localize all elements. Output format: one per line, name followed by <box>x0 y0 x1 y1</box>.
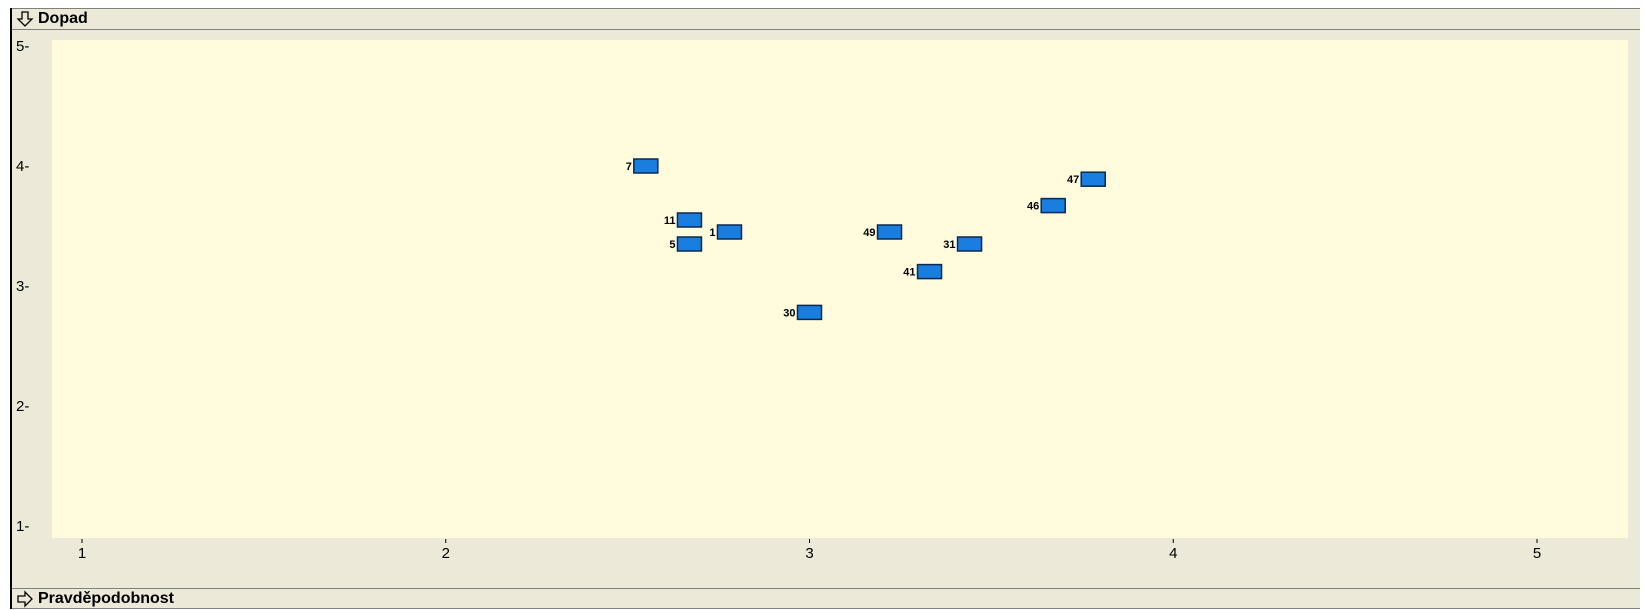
data-point-marker <box>717 225 741 239</box>
y-tick-label: 1- <box>16 518 29 535</box>
x-axis-header[interactable]: Pravděpodobnost <box>12 588 1640 609</box>
data-point-marker <box>634 159 658 173</box>
y-tick-label: 5- <box>16 38 29 55</box>
data-point-label: 47 <box>1067 174 1079 186</box>
data-point-marker <box>677 237 701 251</box>
data-point-label: 30 <box>783 307 795 319</box>
y-tick-label: 2- <box>16 398 29 415</box>
data-point-marker <box>677 213 701 227</box>
x-tick-label: 5 <box>1533 545 1541 562</box>
data-point-label: 7 <box>626 161 632 173</box>
x-tick-label: 3 <box>805 545 813 562</box>
data-point-label: 11 <box>664 215 676 227</box>
data-point-label: 31 <box>943 239 955 251</box>
data-point-label: 41 <box>903 267 915 279</box>
chart-area: 1- 2- 3- 4- 5- 1 2 3 4 5 7 11 1 5 30 49 41 31 46 47 <box>12 30 1640 588</box>
y-axis-title: Dopad <box>38 10 88 28</box>
plot-background <box>52 40 1628 538</box>
x-axis-title: Pravděpodobnost <box>38 590 174 608</box>
x-tick-label: 2 <box>442 545 450 562</box>
data-point-label: 1 <box>709 227 715 239</box>
x-tick-label: 4 <box>1169 545 1177 562</box>
data-point-label: 5 <box>669 239 675 251</box>
data-point-marker <box>878 225 902 239</box>
y-axis-header[interactable]: Dopad <box>12 8 1640 30</box>
arrow-down-icon <box>16 10 34 28</box>
data-point-marker <box>1041 199 1065 213</box>
data-point-label: 46 <box>1027 201 1039 213</box>
y-tick-label: 4- <box>16 158 29 175</box>
data-point-label: 49 <box>863 227 875 239</box>
x-tick-label: 1 <box>78 545 86 562</box>
data-point-marker <box>798 305 822 319</box>
data-point-marker <box>918 265 942 279</box>
data-point-marker <box>958 237 982 251</box>
y-tick-label: 3- <box>16 278 29 295</box>
arrow-right-icon <box>16 590 34 608</box>
data-point-marker <box>1081 172 1105 186</box>
